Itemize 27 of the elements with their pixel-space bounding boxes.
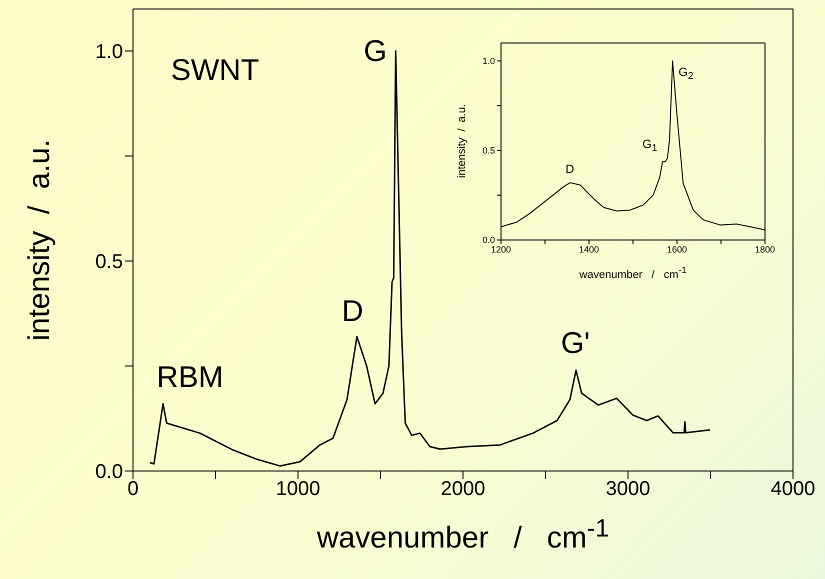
- annotation: G$_{1}$: [642, 136, 658, 154]
- y-tick-label: 0.5: [95, 251, 123, 274]
- annotation: G: [364, 34, 387, 68]
- annotation: D: [565, 162, 574, 176]
- y-tick-label: 1.0: [482, 56, 495, 66]
- x-axis-title: wavenumber / cm$^{-1}$: [316, 514, 610, 556]
- x-tick-label: 1800: [754, 244, 776, 254]
- annotation: G': [560, 327, 590, 360]
- x-tick-label: 1000: [276, 478, 320, 500]
- y-axis-title: intensity / a.u.: [456, 104, 468, 178]
- x-tick-label: 0: [127, 478, 139, 500]
- x-axis-title: wavenumber / cm$^{-1}$: [579, 265, 687, 281]
- annotation: RBM: [156, 360, 224, 394]
- y-tick-label: 0.0: [482, 235, 495, 246]
- y-tick-label: 0.0: [95, 461, 123, 484]
- annotation: SWNT: [170, 54, 260, 87]
- x-tick-label: 3000: [606, 478, 650, 500]
- annotation: G$_{2}$: [678, 64, 694, 82]
- annotation: D: [342, 294, 364, 328]
- x-tick-label: 1200: [490, 244, 512, 254]
- y-tick-label: 1.0: [95, 41, 123, 64]
- y-tick-label: 0.5: [482, 146, 495, 156]
- x-tick-label: 4000: [770, 478, 816, 500]
- y-axis-title: intensity / a.u.: [23, 139, 57, 341]
- x-tick-label: 1600: [666, 244, 688, 254]
- x-tick-label: 1400: [578, 244, 600, 254]
- x-tick-label: 2000: [440, 478, 486, 500]
